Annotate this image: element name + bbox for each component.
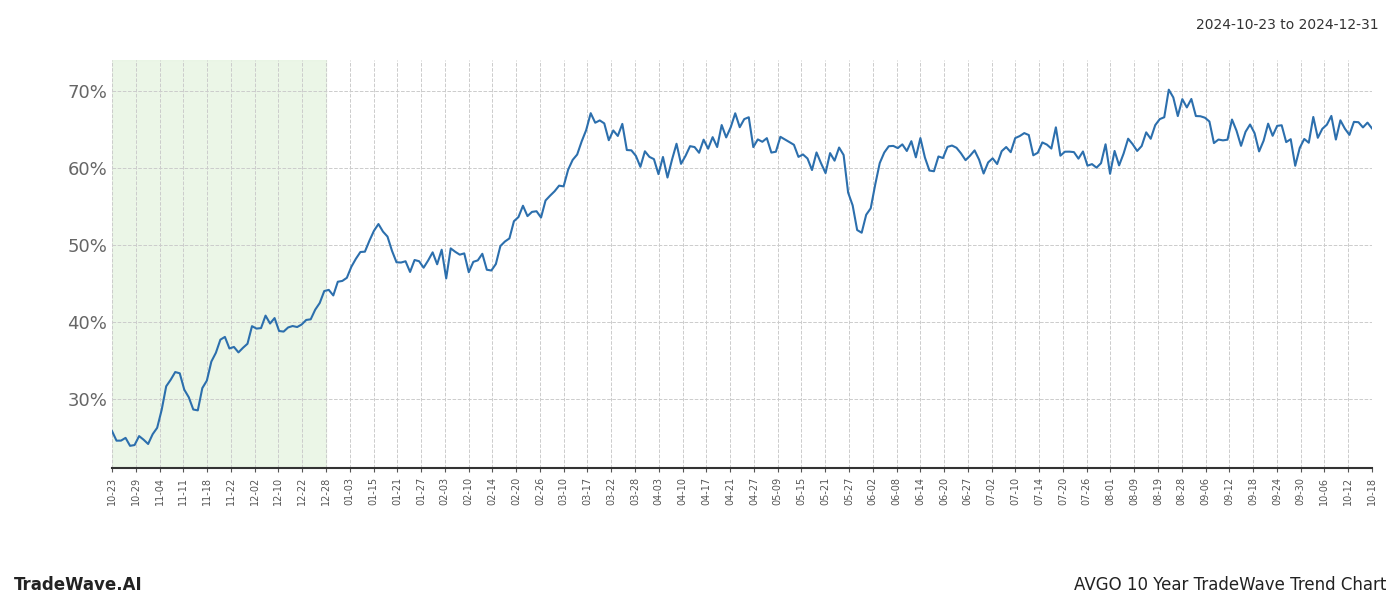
Text: 2024-10-23 to 2024-12-31: 2024-10-23 to 2024-12-31	[1197, 18, 1379, 32]
Text: TradeWave.AI: TradeWave.AI	[14, 576, 143, 594]
Bar	[112, 60, 326, 468]
Text: AVGO 10 Year TradeWave Trend Chart: AVGO 10 Year TradeWave Trend Chart	[1074, 576, 1386, 594]
